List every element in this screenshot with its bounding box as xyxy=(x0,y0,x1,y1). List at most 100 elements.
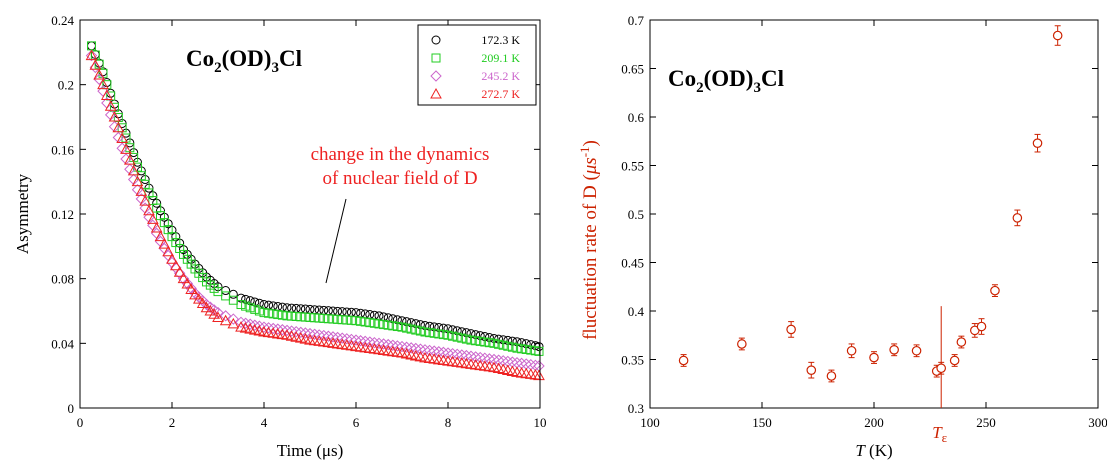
data-point xyxy=(322,330,335,342)
data-point xyxy=(497,355,509,367)
asymmetry-chart: 0 2 4 6 8 10 0 0.04 0.08 0.12 0.16 0.2 0.24 Co2(OD)3… xyxy=(13,13,547,460)
y-tick-label: 0.65 xyxy=(621,62,644,77)
data-point xyxy=(420,327,430,337)
data-point xyxy=(258,321,270,333)
data-point xyxy=(305,312,315,322)
right-series xyxy=(678,25,1063,383)
data-point xyxy=(150,221,163,233)
x-tick-label: 250 xyxy=(976,415,996,430)
y-tick-label: 0.12 xyxy=(51,207,74,222)
data-point xyxy=(374,319,384,329)
data-point xyxy=(379,320,389,330)
data-point xyxy=(452,332,462,342)
data-point xyxy=(127,164,140,176)
series-209-1-K xyxy=(87,41,544,356)
data-point xyxy=(313,329,325,341)
data-point xyxy=(406,318,416,328)
data-point xyxy=(85,49,98,61)
data-point xyxy=(177,272,190,285)
data-point xyxy=(512,337,522,347)
data-point xyxy=(333,314,343,324)
data-point xyxy=(471,336,481,346)
series-272-7-K xyxy=(85,49,545,381)
data-point xyxy=(139,195,152,206)
legend-label: 245.2 K xyxy=(481,69,520,83)
left-series xyxy=(85,41,545,381)
data-point xyxy=(136,171,146,181)
data-marker xyxy=(976,321,987,332)
data-point xyxy=(146,213,159,224)
data-point xyxy=(250,297,260,307)
data-point xyxy=(323,314,333,324)
data-point xyxy=(448,331,458,341)
data-point xyxy=(200,301,213,313)
data-point xyxy=(846,343,857,359)
data-point xyxy=(429,322,439,332)
data-marker xyxy=(956,337,967,347)
data-point xyxy=(281,324,293,337)
data-point xyxy=(507,342,517,352)
data-point xyxy=(415,326,425,336)
data-point xyxy=(85,49,98,62)
data-point xyxy=(277,310,287,320)
y-tick-label: 0 xyxy=(68,401,75,416)
data-point xyxy=(166,256,178,269)
right-ticks: 100 150 200 250 300 0.3 0.35 0.4 0.45 0.5 0.55 0.6 0… xyxy=(621,13,1107,430)
left-legend: 172.3 K 209.1 K 245.2 K 272.7 K xyxy=(417,24,537,106)
data-point xyxy=(87,41,96,51)
y-tick-label: 0.04 xyxy=(51,336,74,351)
data-point xyxy=(889,343,899,357)
x-tick-label: 6 xyxy=(353,415,360,430)
data-point xyxy=(434,329,444,339)
data-point xyxy=(120,143,132,154)
data-point xyxy=(456,349,468,361)
data-point xyxy=(474,351,486,364)
series-245-2-K xyxy=(85,49,545,372)
data-point xyxy=(250,304,260,314)
data-point xyxy=(166,253,178,264)
data-point xyxy=(89,59,102,70)
data-marker xyxy=(678,355,689,366)
legend-marker xyxy=(430,70,442,82)
data-point xyxy=(227,317,240,329)
y-tick-label: 0.08 xyxy=(51,272,74,287)
data-point xyxy=(123,154,136,165)
data-point xyxy=(438,330,448,340)
data-point xyxy=(328,314,338,324)
data-marker xyxy=(826,371,837,381)
data-point xyxy=(264,308,274,318)
data-point xyxy=(461,328,471,338)
data-marker xyxy=(911,345,922,356)
data-point xyxy=(484,338,494,348)
data-point xyxy=(517,344,527,354)
data-point xyxy=(337,315,347,325)
data-marker xyxy=(936,363,946,374)
data-point xyxy=(443,330,453,340)
data-point xyxy=(245,296,255,306)
data-point xyxy=(106,91,116,101)
data-point xyxy=(276,324,289,336)
data-point xyxy=(235,316,247,329)
data-point xyxy=(503,335,513,345)
x-tick-label: 200 xyxy=(864,415,884,430)
data-point xyxy=(318,329,330,342)
data-point xyxy=(104,100,117,111)
x-tick-label: 2 xyxy=(169,415,176,430)
data-marker xyxy=(1052,30,1063,41)
data-point xyxy=(498,335,508,345)
data-point xyxy=(466,329,476,339)
data-point xyxy=(415,320,425,330)
data-point xyxy=(388,321,398,331)
data-point xyxy=(402,317,412,327)
data-point xyxy=(420,321,430,331)
y-tick-label: 0.6 xyxy=(628,110,645,125)
data-point xyxy=(300,312,310,322)
data-point xyxy=(737,337,747,351)
left-y-axis-label: Asymmetry xyxy=(13,173,32,254)
data-point xyxy=(428,345,440,357)
data-point xyxy=(90,50,100,60)
data-point xyxy=(185,283,198,294)
data-point xyxy=(392,315,402,325)
data-point xyxy=(310,313,320,323)
